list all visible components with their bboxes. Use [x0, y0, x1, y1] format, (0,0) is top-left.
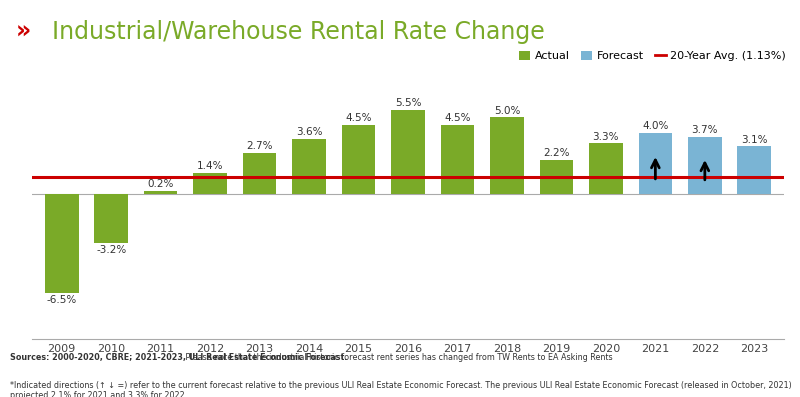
Text: 4.5%: 4.5%: [444, 113, 470, 123]
Text: Sources: 2000-2020, CBRE; 2021-2023, ULI Real Estate Economic Forecast.: Sources: 2000-2020, CBRE; 2021-2023, ULI…: [10, 353, 347, 362]
Text: *Indicated directions (↑ ↓ =) refer to the current forecast relative to the prev: *Indicated directions (↑ ↓ =) refer to t…: [10, 381, 791, 397]
Bar: [94, 194, 128, 243]
Legend: Actual, Forecast, 20-Year Avg. (1.13%): Actual, Forecast, 20-Year Avg. (1.13%): [514, 47, 790, 66]
Text: 4.5%: 4.5%: [346, 113, 372, 123]
Bar: [688, 137, 722, 194]
Text: 1.4%: 1.4%: [197, 161, 223, 171]
Bar: [441, 125, 474, 194]
Bar: [490, 118, 524, 194]
Bar: [292, 139, 326, 194]
Bar: [589, 143, 622, 194]
Text: -6.5%: -6.5%: [46, 295, 77, 305]
Text: 2.2%: 2.2%: [543, 148, 570, 158]
Text: »: »: [16, 20, 31, 44]
Text: 3.6%: 3.6%: [296, 127, 322, 137]
Bar: [391, 110, 425, 194]
Text: 3.1%: 3.1%: [741, 135, 767, 145]
Text: -3.2%: -3.2%: [96, 245, 126, 255]
Text: 2.7%: 2.7%: [246, 141, 273, 151]
Text: 4.0%: 4.0%: [642, 121, 669, 131]
Bar: [45, 194, 78, 293]
Bar: [738, 146, 771, 194]
Text: 3.7%: 3.7%: [691, 125, 718, 135]
Bar: [638, 133, 672, 194]
Text: 5.0%: 5.0%: [494, 106, 520, 116]
Text: 3.3%: 3.3%: [593, 131, 619, 142]
Text: Please note that the industrial historic forecast rent series has changed from T: Please note that the industrial historic…: [183, 353, 613, 362]
Text: 5.5%: 5.5%: [394, 98, 422, 108]
Bar: [342, 125, 375, 194]
Text: 0.2%: 0.2%: [147, 179, 174, 189]
Bar: [242, 152, 277, 194]
Text: Industrial/Warehouse Rental Rate Change: Industrial/Warehouse Rental Rate Change: [52, 20, 545, 44]
Bar: [144, 191, 178, 194]
Bar: [539, 160, 574, 194]
Bar: [194, 173, 227, 194]
